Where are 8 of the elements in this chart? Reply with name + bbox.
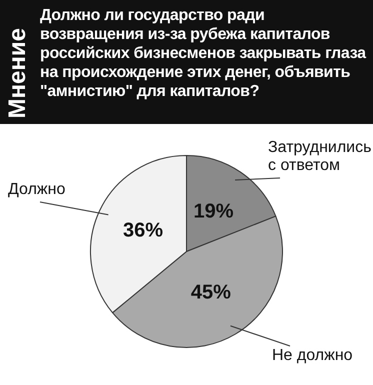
data-label: 19% <box>193 200 234 222</box>
chart-subtitle: Мнение <box>4 28 32 118</box>
chart-title: Должно ли государство ради возвращения из-за рубежа капиталов российских бизнесменов закрывать глаза на происхождение этих денег, объявить "амнистию" для капиталов? <box>40 6 367 101</box>
data-label: 36% <box>123 220 164 242</box>
slice-label: Должно <box>8 181 66 198</box>
slice-label: Затруднились с ответом <box>268 139 372 174</box>
data-label: 45% <box>190 281 232 304</box>
slice-label: Не должно <box>272 347 353 364</box>
